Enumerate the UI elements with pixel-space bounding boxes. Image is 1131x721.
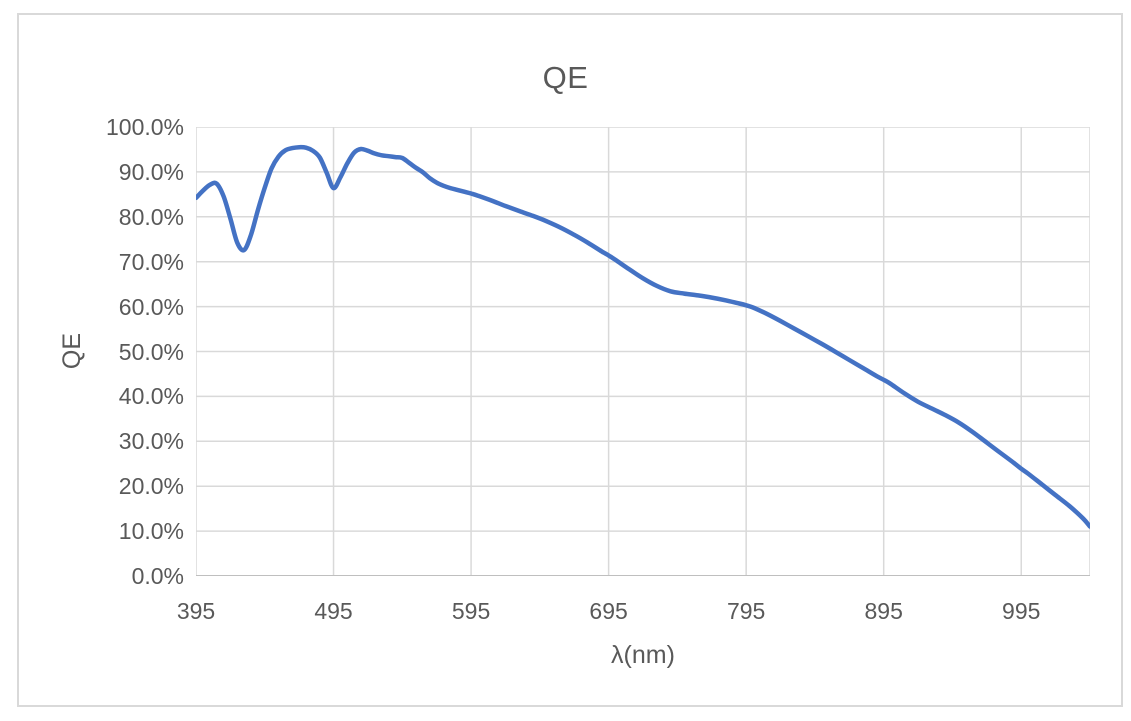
x-tick-label: 495 [314,598,353,624]
y-tick-label: 10.0% [118,518,184,545]
y-tick-label: 0.0% [131,563,184,589]
x-axis-title: λ(nm) [611,641,675,669]
chart-title: QE [542,60,589,95]
qe-series-line [196,144,1090,529]
plot-area [196,127,1090,576]
y-tick-label: 100.0% [105,114,184,140]
y-tick-label: 60.0% [118,293,184,320]
x-tick-label: 895 [864,598,903,624]
plot-svg [196,127,1090,576]
y-tick-label: 30.0% [118,428,184,455]
x-tick-label: 995 [1002,598,1041,624]
y-tick-label: 20.0% [118,473,184,500]
chart-frame [17,13,1123,707]
x-tick-label: 395 [176,598,216,624]
x-tick-label: 695 [589,598,628,624]
y-tick-label: 50.0% [118,338,184,365]
x-tick-label: 795 [726,598,766,624]
y-tick-label: 40.0% [118,383,184,410]
y-tick-label: 90.0% [118,158,184,185]
y-tick-label: 80.0% [118,203,184,230]
x-tick-label: 595 [451,598,491,624]
y-tick-label: 70.0% [118,248,184,275]
